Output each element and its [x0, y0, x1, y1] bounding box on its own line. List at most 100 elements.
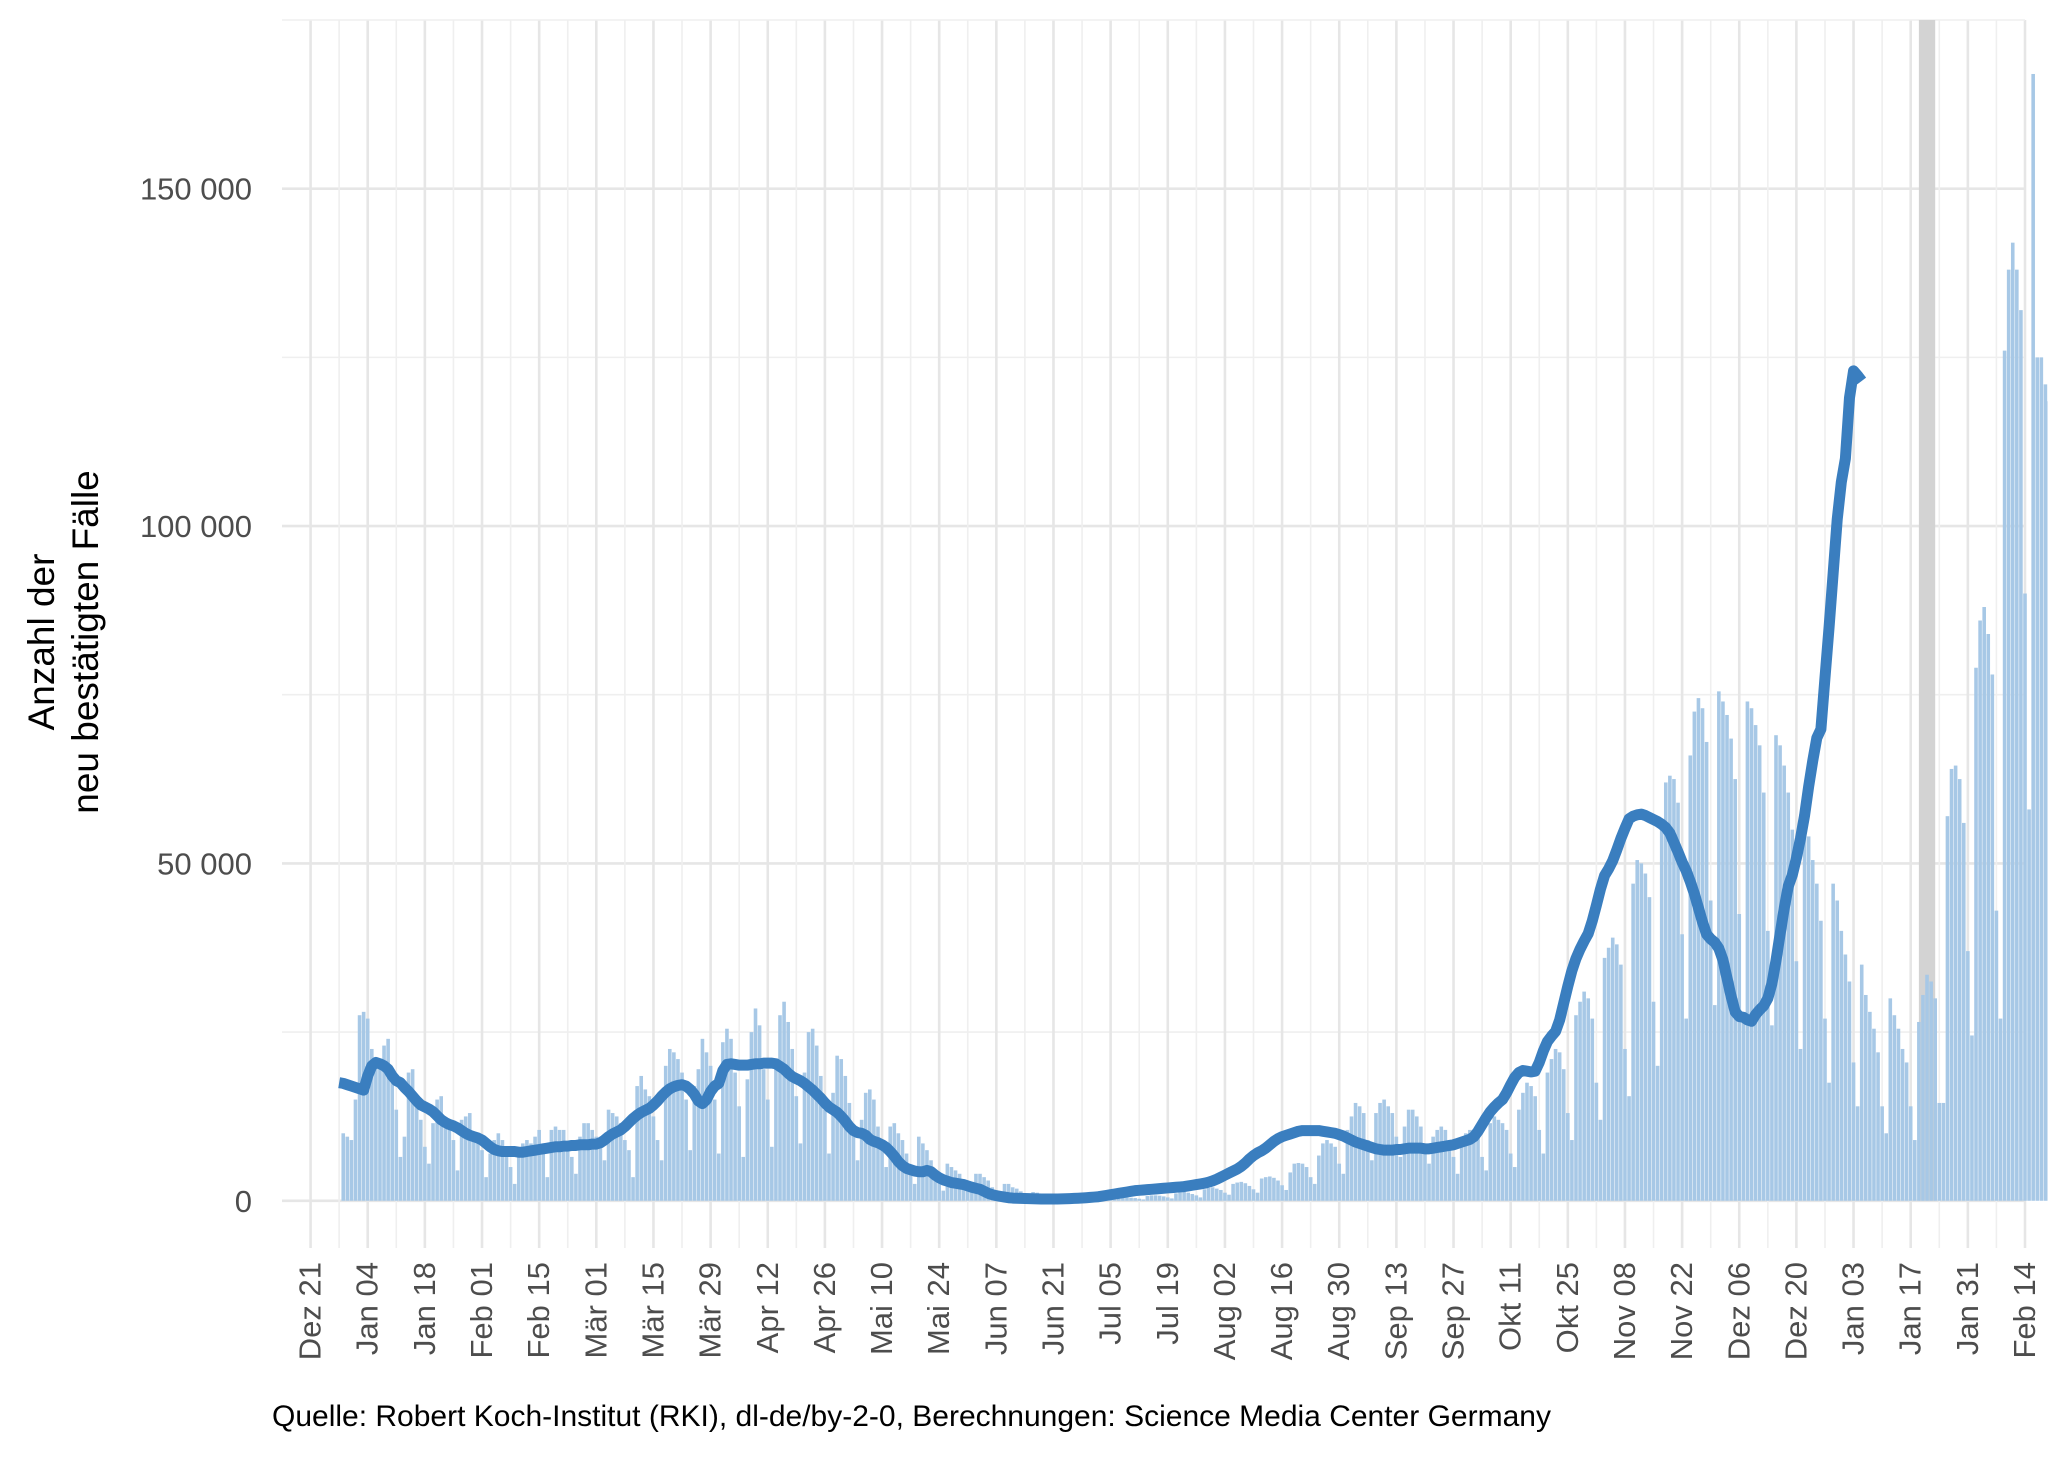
daily-case-bar [721, 1042, 725, 1201]
daily-case-bar [504, 1153, 509, 1201]
daily-case-bar [1414, 1116, 1419, 1201]
daily-case-bar [386, 1038, 390, 1201]
daily-case-bar [402, 1136, 407, 1201]
daily-case-bar [2027, 809, 2031, 1201]
daily-case-bar [1370, 1160, 1374, 1201]
daily-case-bar [1859, 964, 1864, 1201]
daily-case-bar [965, 1183, 970, 1201]
daily-case-bar [1325, 1140, 1329, 1201]
daily-case-bar [1133, 1198, 1137, 1201]
daily-case-bar [1623, 1048, 1627, 1201]
daily-case-bar [1602, 957, 1607, 1201]
daily-case-bar [729, 1038, 733, 1201]
x-tick-label: Aug 02 [1207, 1262, 1242, 1360]
daily-case-bar [863, 1092, 868, 1201]
daily-case-bar [1647, 897, 1652, 1201]
daily-case-bar [1219, 1189, 1223, 1201]
daily-case-bar [1835, 900, 1840, 1201]
daily-case-bar [1692, 711, 1697, 1201]
daily-case-bar [1504, 1129, 1509, 1201]
daily-case-bar [655, 1140, 660, 1201]
daily-case-bar [1182, 1191, 1186, 1201]
daily-case-bar [1855, 1106, 1860, 1201]
daily-case-bar [467, 1113, 472, 1201]
daily-case-bar [1145, 1196, 1150, 1201]
daily-case-bar [586, 1123, 590, 1201]
daily-case-bar [1235, 1182, 1239, 1201]
daily-case-bar [688, 1150, 692, 1201]
daily-case-bar [1676, 802, 1680, 1201]
daily-case-bar [651, 1116, 656, 1201]
y-axis-title-line2: neu bestätigten Fälle [65, 470, 106, 814]
daily-case-bar [733, 1072, 737, 1201]
daily-case-bar [835, 1055, 839, 1201]
daily-case-bar [1137, 1198, 1142, 1201]
daily-case-bar [876, 1126, 880, 1201]
daily-case-bar [1872, 1028, 1876, 1201]
daily-case-bar [1651, 1001, 1656, 1201]
daily-case-bar [443, 1119, 448, 1201]
daily-case-bar [435, 1099, 439, 1201]
daily-case-bar [1525, 1082, 1529, 1201]
daily-case-bar [1149, 1195, 1154, 1201]
daily-case-bar [1292, 1163, 1297, 1201]
y-tick-label: 0 [235, 1184, 252, 1219]
daily-case-bar [1406, 1109, 1411, 1201]
daily-case-bar [1317, 1155, 1321, 1201]
daily-case-bar [1194, 1195, 1199, 1201]
daily-case-bar [647, 1096, 652, 1201]
daily-case-bar [598, 1146, 603, 1201]
daily-case-bar [761, 1069, 766, 1201]
daily-case-bar [451, 1140, 456, 1201]
daily-case-bar [847, 1102, 852, 1201]
daily-case-bar [1941, 1102, 1946, 1201]
daily-case-bar [1590, 1018, 1595, 1201]
daily-case-bar [2002, 350, 2007, 1201]
daily-case-bar [1178, 1191, 1182, 1201]
daily-case-bar [574, 1173, 578, 1201]
daily-case-bar [365, 1018, 370, 1201]
daily-case-bar [1529, 1086, 1533, 1201]
daily-case-bar [880, 1140, 884, 1201]
daily-case-bar [1819, 920, 1823, 1201]
daily-case-bar [802, 1072, 807, 1201]
daily-case-bar [725, 1028, 729, 1201]
daily-case-bar [806, 1032, 811, 1201]
daily-case-bar [1639, 863, 1644, 1201]
daily-case-bar [933, 1170, 937, 1201]
daily-case-bar [1921, 994, 1925, 1201]
daily-case-bar [394, 1109, 399, 1201]
daily-case-bar [1423, 1146, 1427, 1201]
daily-case-bar [1712, 1005, 1717, 1201]
daily-case-bar [1680, 934, 1684, 1201]
daily-case-bar [819, 1075, 823, 1201]
daily-case-bar [1668, 775, 1672, 1201]
daily-case-bar [1288, 1172, 1293, 1201]
daily-case-bar [912, 1183, 917, 1201]
daily-case-bar [345, 1136, 350, 1201]
daily-case-bar [782, 1001, 786, 1201]
daily-case-bar [1892, 1015, 1897, 1201]
daily-case-bar [1492, 1116, 1497, 1201]
daily-case-bar [814, 1045, 819, 1201]
daily-case-bar [1659, 829, 1664, 1201]
daily-case-bar [1549, 1059, 1554, 1201]
daily-case-bar [1210, 1187, 1215, 1201]
x-tick-label: Jul 19 [1150, 1262, 1185, 1345]
daily-case-bar [500, 1140, 505, 1201]
daily-case-bar [1223, 1192, 1227, 1201]
x-tick-label: Dez 20 [1778, 1262, 1813, 1360]
daily-case-bar [1598, 1119, 1603, 1201]
daily-case-bar [619, 1123, 623, 1201]
daily-case-bar [1974, 667, 1978, 1201]
daily-case-bar [1243, 1183, 1248, 1201]
daily-case-bar [447, 1129, 452, 1201]
daily-case-bar [1427, 1163, 1431, 1201]
daily-case-bar [1541, 1153, 1546, 1201]
x-tick-label: Mär 01 [578, 1262, 613, 1358]
daily-case-bar [1255, 1192, 1260, 1201]
daily-case-bar [1488, 1123, 1493, 1201]
x-tick-label: Jan 03 [1836, 1262, 1871, 1355]
daily-case-bar [1851, 1062, 1856, 1201]
daily-case-bar [684, 1099, 688, 1201]
